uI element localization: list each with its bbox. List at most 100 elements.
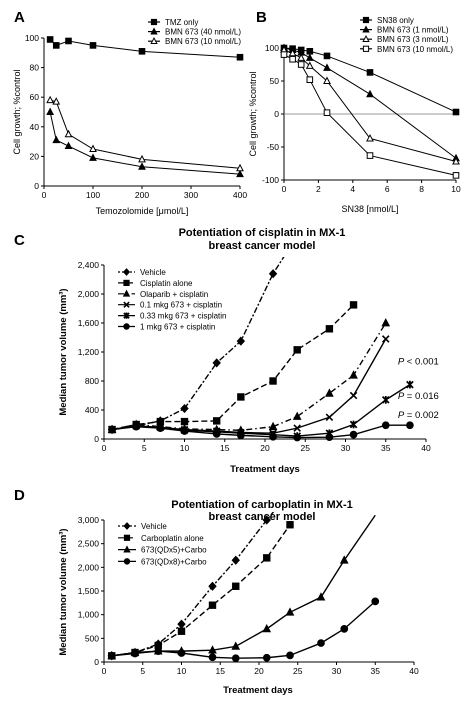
data-point [236,431,245,440]
y-axis-label: Median tumor volume (mm³) [58,288,69,415]
y-tick-label: 40 [30,122,40,132]
data-point [268,269,278,279]
data-point [262,653,271,662]
data-point [371,597,380,606]
legend-label: Carboplatin alone [141,534,204,543]
data-point [138,162,146,170]
p-value-annotation: P < 0.001 [398,356,439,367]
y-tick-label: 800 [85,376,99,386]
series-line [111,600,376,659]
data-point [212,358,221,368]
series-1 [280,43,460,162]
legend-marker [123,522,131,530]
data-point [349,430,358,439]
y-tick-label: 80 [30,63,40,73]
series-line [49,111,241,175]
data-point [46,107,55,116]
data-point [292,411,302,420]
data-point [46,95,55,104]
plot-area [107,257,414,442]
data-point [285,607,295,616]
legend-label: Vehicle [140,268,166,277]
series-line [111,384,411,437]
data-point [323,52,331,60]
x-tick-label: 0 [42,190,47,200]
x-tick-label: 0 [282,184,287,194]
y-tick-label: 0 [94,657,99,667]
data-point [406,421,414,430]
series-line [111,257,285,431]
panel-letter: B [256,9,267,26]
series-3 [108,335,390,437]
x-tick-label: 2 [316,184,321,194]
data-point [89,42,97,49]
x-tick-label: 10 [177,666,187,676]
x-axis-label: Treatment days [230,464,300,475]
data-point [349,391,358,400]
x-axis-label: Treatment days [223,685,293,696]
data-point [323,109,331,116]
legend-label: Cisplatin alone [140,279,193,288]
legend-label: Olaparib + cisplatin [140,290,208,299]
y-tick-label: 500 [85,633,99,643]
data-point [325,413,334,422]
series-line [111,424,410,439]
data-point [317,639,325,647]
legend-label: 0.33 mkg 673 + cisplatin [140,312,227,321]
series-2 [46,95,244,172]
legend-label: TMZ only [165,18,198,27]
data-point [212,430,221,438]
data-point [406,380,414,389]
p-value-annotation: P = 0.016 [398,391,439,402]
data-point [381,318,391,327]
data-point [208,601,217,609]
panel-d: D Potentiation of carboplatin in MX-1brea… [14,487,419,696]
data-point [231,654,240,663]
x-axis-label: Temozolomide [μmol/L] [96,206,189,216]
data-point [156,424,165,432]
data-point [89,144,97,153]
data-point [349,301,358,309]
x-tick-label: 100 [86,190,100,200]
legend-marker [123,279,130,286]
data-point [381,396,390,404]
legend-label: SN38 only [377,16,414,25]
y-tick-label: 60 [30,92,40,102]
y-tick-label: 0 [34,181,39,191]
x-tick-label: 40 [409,666,419,676]
x-tick-label: 30 [341,443,351,453]
series-3 [107,597,380,663]
data-point [208,581,217,591]
series-line [111,512,275,657]
panel-letter: C [14,232,25,249]
x-tick-label: 25 [293,666,303,676]
data-point [52,97,61,105]
series-line [111,524,291,657]
data-point [213,417,221,425]
p-value-annotation: P = 0.002 [398,410,439,421]
series-line [111,322,387,432]
data-point [64,129,73,138]
data-point [262,623,272,633]
legend-marker [362,16,370,24]
data-point [208,645,217,654]
y-tick-label: 1,600 [78,318,100,328]
legend-marker [123,312,130,319]
y-tick-label: 400 [85,405,99,415]
data-point [297,61,305,68]
x-tick-label: 30 [332,666,342,676]
x-tick-label: 5 [142,443,147,453]
x-tick-label: 15 [220,443,230,453]
data-point [325,325,334,333]
data-point [289,55,296,63]
x-tick-label: 40 [421,443,431,453]
data-point [236,53,244,61]
chart-title: breast cancer model [209,240,316,252]
data-point [232,582,240,590]
legend-label: BMN 673 (3 nmol/L) [377,35,449,44]
data-point [269,377,277,385]
x-tick-label: 0 [102,666,107,676]
x-tick-label: 15 [216,666,226,676]
data-point [293,433,302,442]
